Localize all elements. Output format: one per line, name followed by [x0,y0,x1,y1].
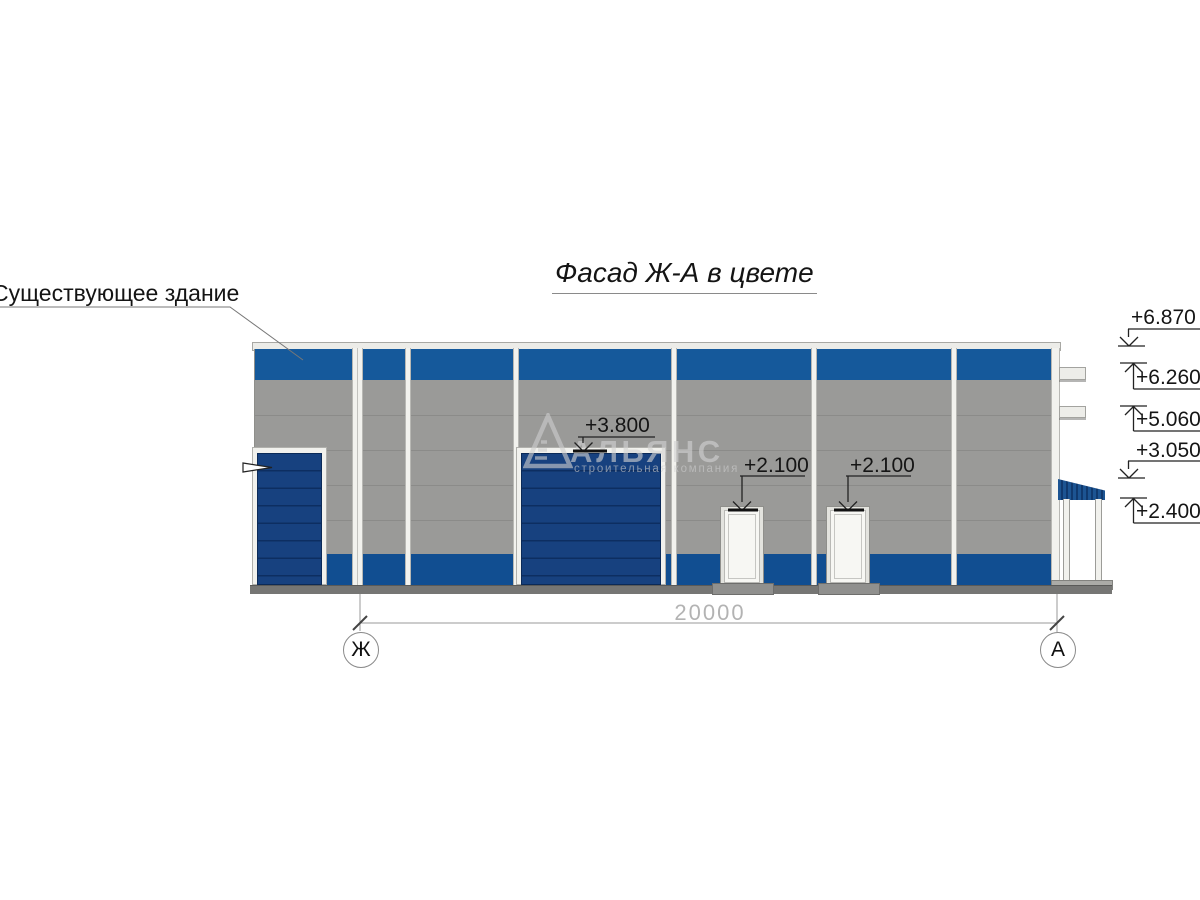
door-threshold-1 [712,583,774,595]
entry-door-1 [720,506,764,584]
garage-door-left [257,453,322,585]
elevation-mark-3050-label: +3.050 [1136,439,1200,462]
door-threshold-2 [818,583,880,595]
entry-door-2 [826,506,870,584]
existing-building-label: Существующее здание [0,280,240,306]
level-mark-2100a-label: +2.100 [744,454,809,477]
elevation-mark-5060-label: +5.060 [1136,408,1200,431]
entry-door-2-leaf [830,510,866,583]
elevation-mark-6260-label: +6.260 [1136,366,1200,389]
column-strip [811,348,817,585]
watermark-tagline: строительная компания [574,463,740,475]
porch-column [1063,499,1070,581]
entry-door-2-panel [834,514,862,579]
column-strip [951,348,957,585]
facade-top-blue-band [255,349,1060,380]
axis-bubble-a: А [1040,632,1076,668]
elevation-mark-2400-label: +2.400 [1136,500,1200,523]
elevation-mark-3050-symbol [1118,460,1200,479]
ground-strip [250,585,1112,594]
corner-strip-axis-a [1051,348,1060,585]
drawing-title: Фасад Ж-А в цвете [552,257,817,294]
wall-ledge-lower [1059,406,1086,418]
dimension-20000-label: 20000 [674,600,746,625]
porch-column [1095,499,1102,581]
column-strip-axis-zh [352,348,363,585]
porch-canopy [1058,479,1105,500]
level-mark-2100b-label: +2.100 [850,454,915,477]
column-strip [671,348,677,585]
watermark-logo-triangle [523,413,573,469]
elevation-mark-6870-symbol [1118,328,1200,347]
panel-joint-line [255,415,1060,416]
level-mark-3800-label: +3.800 [585,414,650,437]
entry-door-1-panel [728,514,756,579]
axis-bubble-zh: Ж [343,632,379,668]
column-strip [405,348,411,585]
wall-ledge-upper [1059,367,1086,380]
garage-door-main [521,453,661,585]
entry-door-1-leaf [724,510,760,583]
elevation-mark-6870-label: +6.870 [1131,306,1196,329]
